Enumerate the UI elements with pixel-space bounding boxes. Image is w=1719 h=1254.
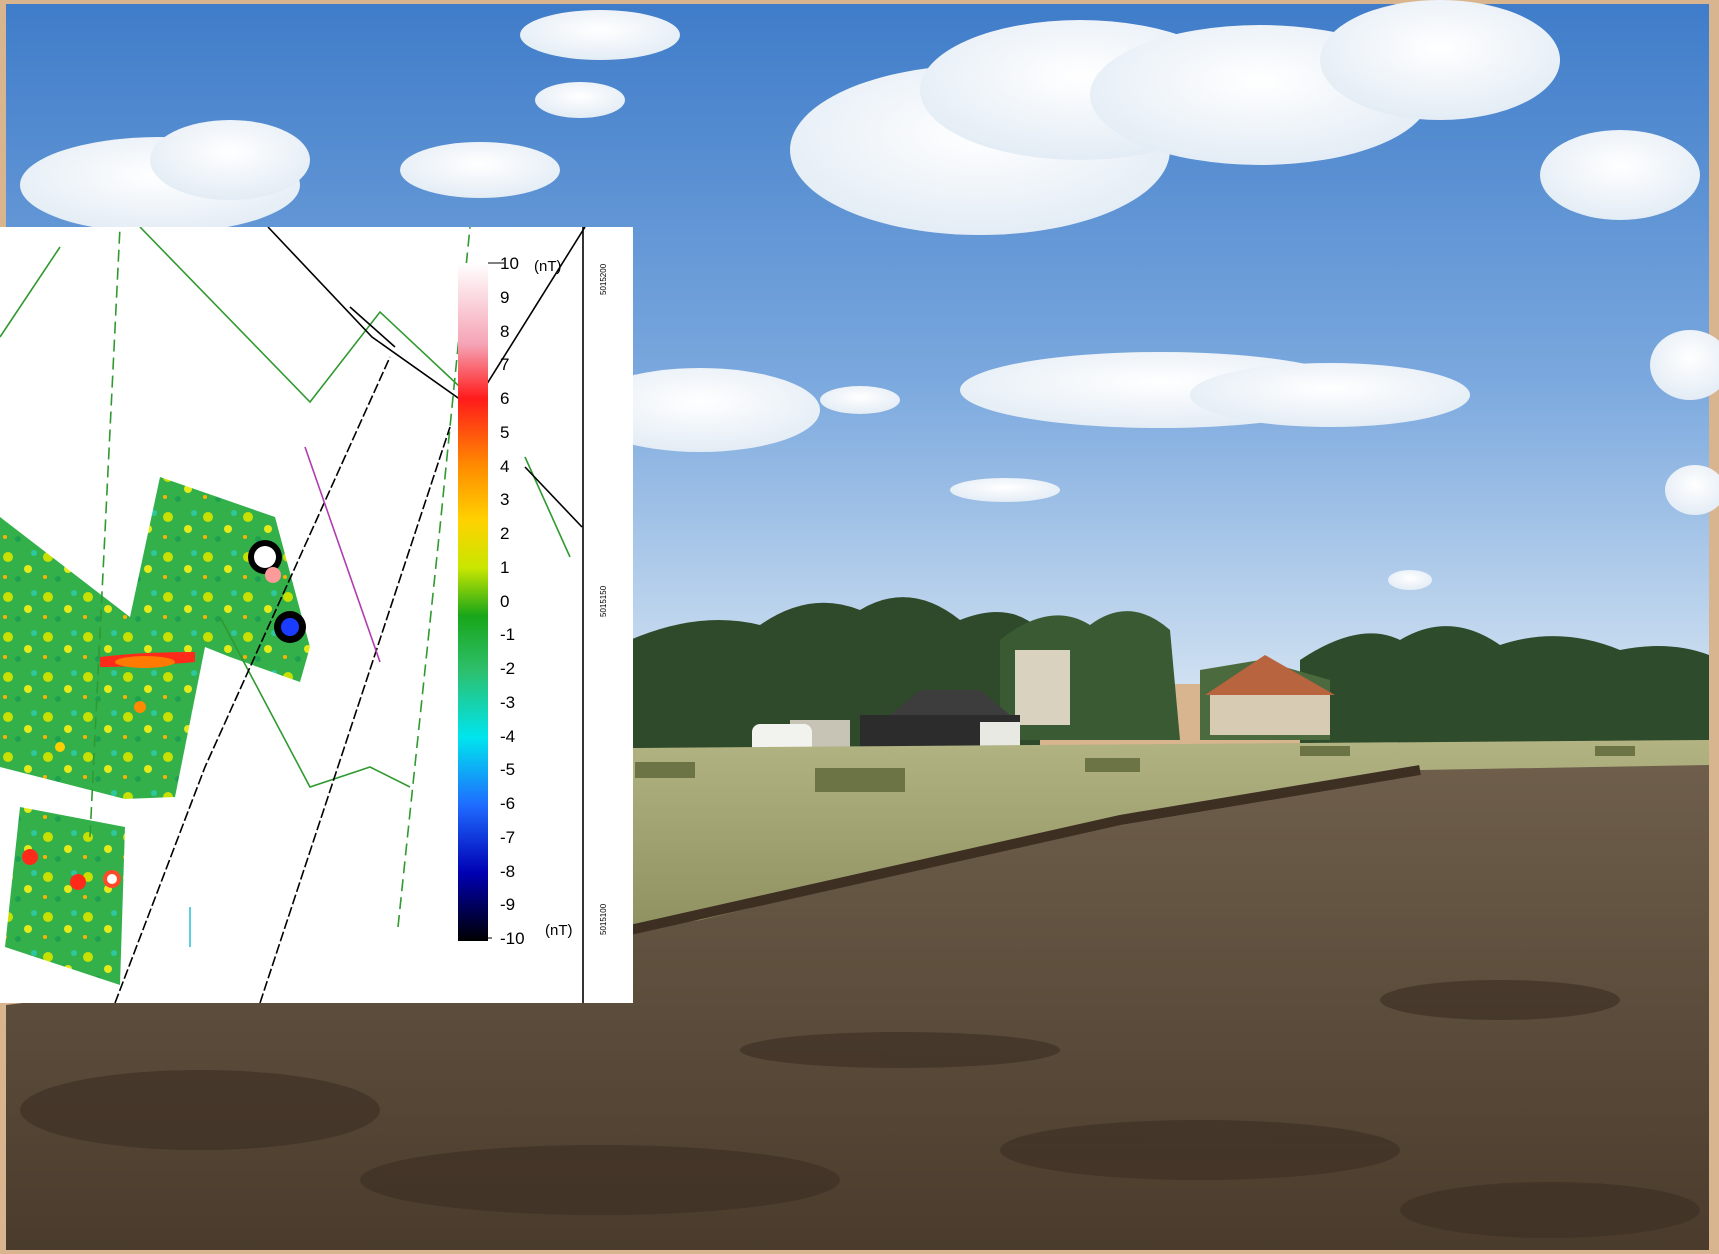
clouds [20,0,1719,590]
colorbar-tick-label: -5 [500,760,516,780]
soil-texture [20,980,1700,1238]
colorbar-tick-label: 3 [500,490,510,510]
coordinate-label-bottom: 5015100 [599,903,608,935]
colorbar-tick-label: -8 [500,861,516,881]
colorbar-tick-label: -2 [500,659,516,678]
colorbar-tick-label: 9 [500,287,510,307]
survey-grid-main [0,477,310,799]
colorbar-tick-label: -7 [500,827,516,847]
magnetometry-map: 10 9 8 7 6 5 4 3 2 1 0 -1 -2 -3 -4 -5 -6 -7 -8 -9 -10 (nT) (… [0,227,633,1003]
colorbar-tick-label: 5 [500,422,510,442]
colorbar-unit-bottom: (nT) [545,922,573,939]
survey-grid-lower [5,807,125,985]
colorbar-unit-top: (nT) [534,258,562,275]
hay-bales [635,746,1635,792]
anomalies [22,540,306,890]
coordinate-label-top: 5015200 [599,263,608,295]
colorbar-tick-label: 0 [500,591,510,611]
colorbar-tick-label: 4 [500,456,510,476]
colorbar-tick-label: 2 [500,524,510,543]
colorbar-tick-label: -4 [500,726,516,746]
colorbar-tick-label: -9 [500,895,516,915]
colorbar [458,263,488,941]
colorbar-tick-label: 8 [500,321,510,341]
colorbar-tick-label: 7 [500,355,510,375]
colorbar-tick-label: 6 [500,389,510,408]
colorbar-tick-label: 1 [500,557,510,577]
feature-outlines [0,227,586,1003]
colorbar-tick-label: 10 [500,254,519,273]
colorbar-tick-label: -10 [500,929,525,948]
colorbar-tick-label: -1 [500,625,516,645]
colorbar-tick-label: -6 [500,794,516,813]
coordinate-label-middle: 5015150 [599,585,608,617]
colorbar-tick-label: -3 [500,692,516,712]
